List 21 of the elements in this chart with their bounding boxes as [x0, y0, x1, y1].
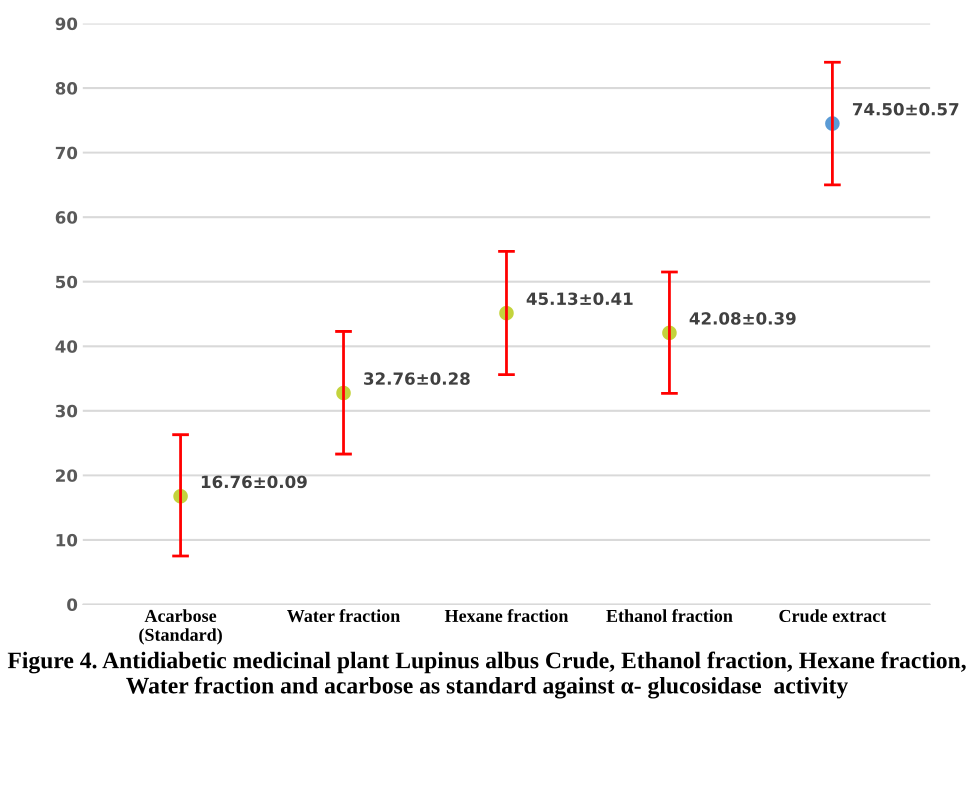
y-tick-label: 50 [56, 276, 78, 288]
y-tick-label: 80 [56, 82, 78, 95]
text: Figure 4. Antidiabetic medicinal plant Lupinus albus Crude, Ethanol fraction, Hexane fraction, Water fraction and acarbose as standard against α- glucosidase activity [8, 652, 966, 699]
data-label: 16.76±0.09 [202, 476, 307, 488]
x-tick-label: Acarbose (Standard) [139, 609, 222, 645]
data-label: 45.13±0.41 [526, 292, 633, 306]
x-tick-label: Water fraction [287, 609, 400, 622]
data-label: 32.76±0.28 [364, 372, 470, 385]
data-label: 42.08±0.39 [690, 312, 796, 325]
x-tick-label: Ethanol fraction [606, 609, 733, 622]
x-tick-label: Hexane fraction [444, 609, 568, 622]
x-tick-label: Crude extract [779, 609, 886, 622]
y-tick-label: 70 [56, 146, 78, 160]
y-tick-label: 90 [56, 18, 78, 30]
y-tick-label: 10 [56, 534, 78, 546]
y-tick-label: 30 [56, 404, 78, 418]
y-tick-label: 0 [67, 598, 78, 612]
y-tick-label: 20 [56, 469, 78, 482]
data-label: 74.50±0.57 [852, 102, 958, 116]
y-tick-label: 60 [56, 211, 78, 224]
y-tick-label: 40 [55, 340, 78, 353]
